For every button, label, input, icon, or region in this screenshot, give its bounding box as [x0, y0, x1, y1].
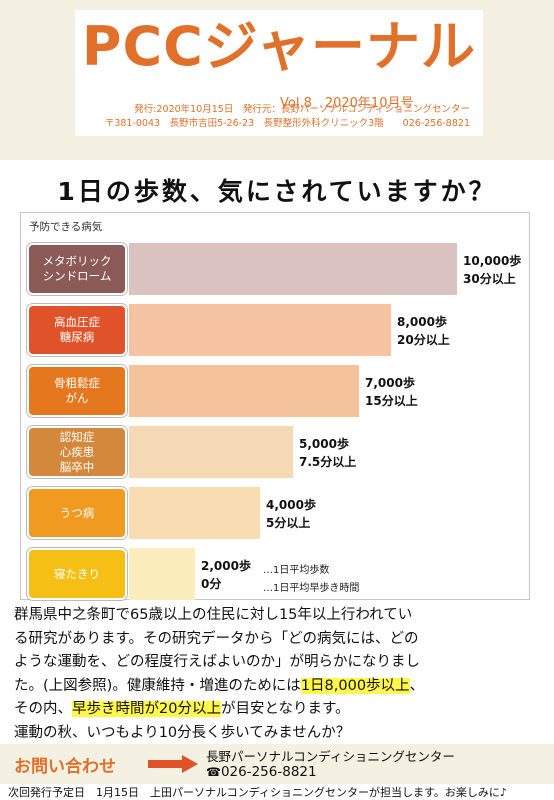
- body-line: その内、早歩き時間が20分以上が目安となります。: [14, 698, 544, 722]
- minutes-value-label: 20分以上: [397, 333, 450, 347]
- highlight-brisk-walk: 早歩き時間が20分以上: [72, 701, 221, 717]
- chart-row: メタボリック シンドローム 10,000歩 30分以上: [21, 243, 529, 295]
- disease-label: うつ病: [27, 487, 127, 539]
- body-line: た。(上図参照)。健康維持・増進のためには1日8,000歩以上、: [14, 675, 544, 699]
- masthead-card: PCCジャーナル Vol.8 2020年10月号: [75, 10, 483, 136]
- steps-value-label: 2,000歩: [201, 559, 251, 573]
- body-line: 群馬県中之条町で65歳以上の住民に対し15年以上行われてい: [14, 607, 413, 623]
- page-headline: 1日の歩数、気にされていますか？: [57, 177, 497, 206]
- steps-bar: [129, 548, 195, 600]
- contact-phone: ☎026-256-8821: [206, 764, 317, 780]
- publisher-line: 発行:2020年10月15日 発行元：長野パーソナルコンディショニングセンター: [134, 104, 470, 115]
- minutes-value-label: 7.5分以上: [299, 455, 357, 469]
- body-text: た。(上図参照)。健康維持・増進のためには: [14, 677, 301, 694]
- next-issue-note: 次回発行予定日 1月15日 上田パーソナルコンディショニングセンターが担当します…: [8, 786, 507, 799]
- body-text: その内、: [14, 701, 72, 717]
- steps-value-label: 10,000歩: [463, 254, 522, 268]
- steps-bar: [129, 426, 293, 478]
- minutes-value-label: 5分以上: [266, 516, 311, 530]
- chart-row: 骨粗鬆症 がん 7,000歩 15分以上: [21, 365, 529, 417]
- phone-icon: ☎: [206, 765, 221, 779]
- body-line: 運動の秋、いつもより10分長く歩いてみませんか？: [14, 724, 351, 741]
- disease-label: 骨粗鬆症 がん: [27, 365, 127, 417]
- steps-value-label: 7,000歩: [365, 376, 415, 390]
- steps-bar: [129, 304, 391, 356]
- chart-row: うつ病 4,000歩 5分以上: [21, 487, 529, 539]
- legend-brisk-time: …1日平均早歩き時間: [263, 583, 360, 594]
- body-line: ような運動を、どの程度行えばよいのか」が明らかになりまし: [14, 654, 420, 670]
- body-text: 、: [409, 677, 425, 694]
- steps-bar: [129, 365, 359, 417]
- steps-value-label: 4,000歩: [266, 498, 316, 512]
- highlight-steps: 1日8,000歩以上: [300, 677, 410, 694]
- chart-row: 認知症 心疾患 脳卒中 5,000歩 7.5分以上: [21, 426, 529, 478]
- article-body: 群馬県中之条町で65歳以上の住民に対し15年以上行われてい る研究があります。そ…: [14, 604, 544, 745]
- steps-bar: [129, 487, 260, 539]
- minutes-value-label: 0分: [201, 577, 222, 591]
- minutes-value-label: 15分以上: [365, 394, 418, 408]
- chart-row: 高血圧症 糖尿病 8,000歩 20分以上: [21, 304, 529, 356]
- header-band: PCCジャーナル Vol.8 2020年10月号 発行:2020年10月15日 …: [0, 0, 554, 160]
- steps-value-label: 8,000歩: [397, 315, 447, 329]
- chart-caption: 予防できる病気: [29, 221, 103, 233]
- phone-number[interactable]: 026-256-8821: [220, 764, 317, 780]
- steps-bar: [129, 243, 457, 295]
- disease-label: 高血圧症 糖尿病: [27, 304, 127, 356]
- address-line: 〒381-0043 長野市吉田5-26-23 長野整形外科クリニック3階 026…: [104, 118, 470, 129]
- legend-steps: …1日平均歩数: [263, 565, 330, 576]
- disease-label: 認知症 心疾患 脳卒中: [27, 426, 127, 478]
- chart-row: 寝たきり 2,000歩 0分 …1日平均歩数 …1日平均早歩き時間: [21, 548, 529, 600]
- disease-label: メタボリック シンドローム: [27, 243, 127, 295]
- newsletter-title: PCCジャーナル: [81, 15, 477, 78]
- arrow-right-icon: [148, 755, 198, 773]
- steps-chart: 予防できる病気 メタボリック シンドローム 10,000歩 30分以上高血圧症 糖尿…: [20, 212, 530, 600]
- contact-org-name: 長野パーソナルコンディショニングセンター: [206, 749, 455, 764]
- issue-label: Vol.8 2020年10月号: [280, 96, 414, 111]
- minutes-value-label: 30分以上: [463, 272, 516, 286]
- body-text: が目安となります。: [220, 701, 350, 717]
- steps-value-label: 5,000歩: [299, 437, 349, 451]
- contact-title: お問い合わせ: [14, 757, 116, 777]
- disease-label: 寝たきり: [27, 548, 127, 600]
- contact-band: お問い合わせ 長野パーソナルコンディショニングセンター ☎026-256-882…: [0, 744, 554, 784]
- body-line: る研究があります。その研究データから「どの病気には、どの: [14, 630, 419, 647]
